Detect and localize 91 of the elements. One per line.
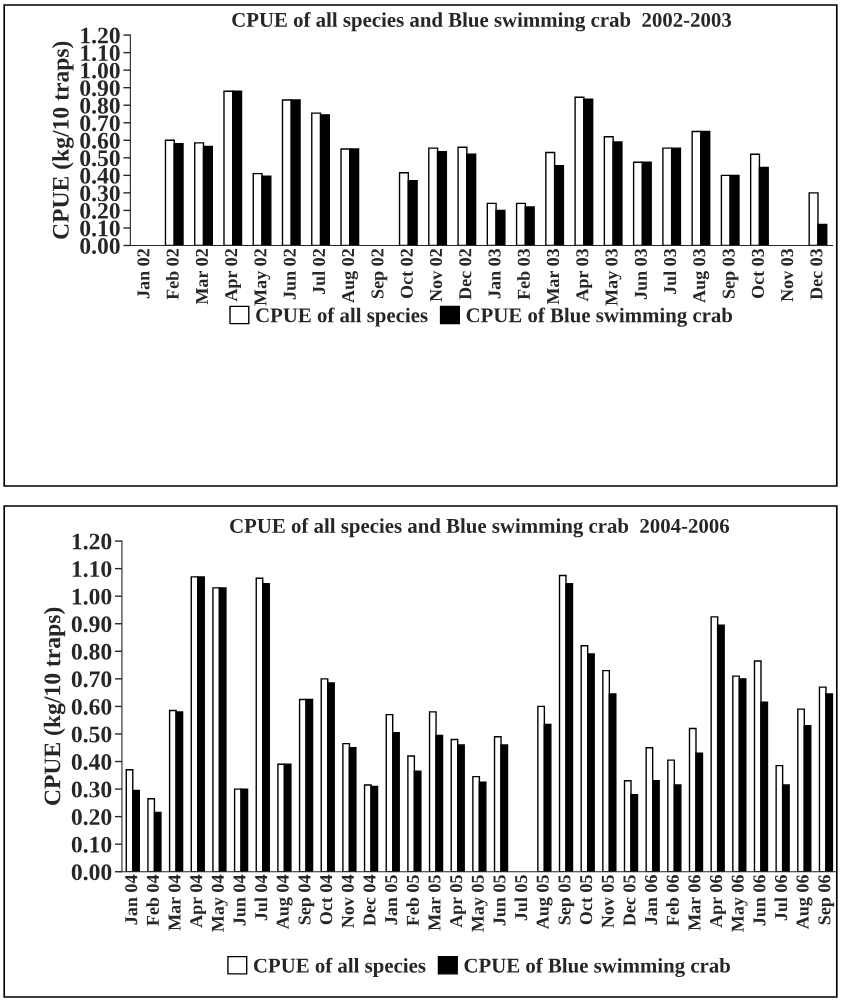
x-tick-label: Mar 03 [546, 248, 560, 305]
x-tick-label: May 06 [731, 875, 748, 932]
y-tick-label: 0.00 [80, 237, 120, 255]
y-tick-label: 1.10 [72, 561, 112, 578]
y-tick-label: 0.30 [71, 781, 112, 798]
y-tick-label: 0.10 [80, 220, 120, 237]
x-tick-label: Sep 04 [298, 874, 315, 925]
y-tick-label: 1.10 [81, 45, 120, 62]
y-tick-label: 1.20 [81, 27, 120, 44]
x-tick-label: Jul 02 [312, 249, 326, 295]
x-tick-label: Jan 06 [645, 875, 658, 925]
x-tick-label: Feb 04 [146, 874, 159, 926]
x-tick-label: Dec 04 [363, 874, 376, 926]
x-tick-label: Mar 04 [168, 874, 181, 931]
x-tick-label: Sep 06 [818, 875, 835, 925]
x-tick-label: Nov 03 [781, 248, 794, 302]
y-tick-label: 0.80 [80, 97, 120, 114]
x-tick-label: Oct 04 [320, 874, 333, 925]
x-tick-label: Dec 02 [459, 249, 472, 300]
x-tick-label: Aug 06 [796, 875, 813, 930]
y-tick-label: 0.00 [71, 864, 112, 881]
x-tick-label: Mar 02 [195, 249, 209, 305]
y-axis-title: CPUE (kg/10 traps) [52, 41, 74, 239]
y-axis-title: CPUE (kg/10 traps) [43, 607, 66, 805]
y-tick-label: 1.00 [72, 588, 112, 605]
y-tick-label: 0.40 [71, 754, 112, 771]
x-tick-label: Apr 06 [709, 875, 726, 928]
x-tick-label: Jun 05 [493, 875, 506, 926]
x-tick-label: Nov 04 [341, 874, 354, 928]
x-tick-label: Jan 04 [125, 874, 138, 925]
x-tick-label: May 05 [471, 875, 488, 932]
x-tick-label: Aug 02 [342, 249, 358, 303]
chart-title: CPUE of all species and Blue swimming crab 2002-2003 [232, 12, 732, 32]
x-tick-label: Sep 03 [722, 248, 739, 298]
x-tick-label: Sep 05 [558, 875, 575, 925]
x-tick-label: Dec 03 [810, 248, 823, 300]
x-tick-label: Jul 06 [774, 875, 788, 921]
legend-label: CPUE of Blue swimming crab [466, 307, 733, 327]
y-tick-label: 0.60 [80, 132, 120, 149]
x-tick-label: Jan 02 [137, 249, 150, 299]
legend-label: CPUE of all species [253, 957, 426, 977]
y-tick-label: 0.80 [71, 643, 112, 660]
y-tick-label: 0.20 [80, 202, 120, 219]
x-tick-label: Apr 04 [190, 874, 206, 928]
x-tick-label: Aug 05 [536, 875, 553, 930]
x-tick-label: Feb 02 [166, 249, 179, 300]
y-tick-label: 0.50 [71, 726, 112, 743]
y-tick-label: 0.10 [71, 836, 112, 853]
x-tick-label: May 03 [605, 248, 622, 306]
x-tick-label: Jan 03 [488, 248, 501, 299]
x-tick-label: Feb 05 [406, 875, 419, 926]
x-tick-label: Apr 02 [225, 249, 241, 302]
legend-label: CPUE of Blue swimming crab [464, 957, 730, 978]
x-tick-label: Jul 04 [254, 874, 268, 921]
y-tick-label: 1.20 [72, 533, 112, 550]
y-tick-label: 0.70 [71, 671, 112, 688]
x-tick-label: Feb 03 [517, 248, 530, 300]
x-tick-label: Nov 05 [601, 875, 614, 928]
y-tick-label: 0.40 [80, 167, 120, 184]
x-tick-label: Oct 02 [400, 249, 413, 299]
y-tick-label: 0.50 [80, 150, 120, 167]
x-tick-label: May 02 [254, 249, 271, 306]
x-tick-label: May 04 [211, 874, 228, 932]
x-tick-label: Apr 03 [576, 248, 593, 302]
x-tick-label: Feb 06 [666, 875, 679, 926]
x-tick-label: Sep 02 [371, 249, 388, 298]
x-tick-label: Oct 05 [580, 875, 593, 925]
x-tick-label: Jun 03 [634, 248, 647, 300]
x-tick-label: Jul 05 [514, 875, 528, 921]
x-tick-label: Aug 04 [276, 874, 293, 930]
y-tick-label: 0.20 [71, 809, 112, 826]
legend-label: CPUE of all species [256, 307, 428, 327]
x-tick-label: Jun 04 [233, 874, 246, 926]
x-tick-label: Nov 02 [429, 249, 443, 302]
x-tick-label: Mar 05 [428, 875, 441, 931]
y-tick-label: 0.30 [80, 185, 120, 202]
x-tick-label: Dec 05 [623, 875, 636, 926]
x-tick-label: Oct 03 [751, 248, 764, 299]
y-tick-label: 1.00 [81, 62, 120, 79]
x-tick-label: Jul 03 [663, 248, 677, 295]
x-tick-label: Jun 06 [753, 875, 766, 926]
x-tick-label: Mar 06 [688, 875, 701, 931]
x-tick-label: Jun 02 [283, 249, 296, 300]
chart-title: CPUE of all species and Blue swimming crab 2004-2006 [230, 518, 730, 538]
x-tick-label: Aug 03 [693, 248, 710, 303]
y-tick-label: 0.90 [80, 80, 120, 97]
x-tick-label: Apr 05 [450, 875, 466, 928]
y-tick-label: 0.60 [71, 698, 112, 715]
x-tick-label: Jan 05 [385, 875, 398, 925]
y-tick-label: 0.70 [80, 115, 120, 132]
y-tick-label: 0.90 [71, 616, 112, 633]
